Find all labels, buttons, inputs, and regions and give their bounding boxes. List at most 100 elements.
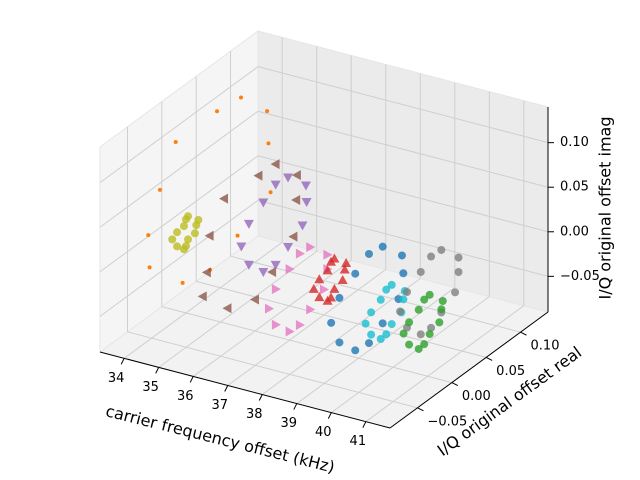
point [235,233,240,238]
point [184,235,193,244]
x-tick [224,385,229,392]
grid-line [99,155,259,273]
point [378,242,387,251]
y-tick-label: 0.05 [496,364,525,379]
point [236,242,247,252]
point [335,293,344,302]
point [387,320,396,329]
x-tick [189,376,194,383]
x-tick-label: 39 [281,416,298,431]
point [399,329,408,338]
point [291,170,301,181]
point [265,109,270,114]
x-tick [362,421,367,428]
point [243,260,254,270]
point [341,258,352,268]
point [267,267,277,278]
point [291,195,301,205]
point [301,198,312,208]
point [173,242,182,251]
x-tick [327,412,332,419]
point [179,222,188,231]
point [454,253,463,262]
point [180,280,185,285]
point [258,198,269,208]
point [376,335,385,344]
point [190,229,199,238]
point [322,265,333,275]
x-tick [155,367,160,374]
point [364,249,373,258]
point [414,344,423,353]
point [239,95,244,100]
grid-line [261,278,421,395]
point [173,139,178,144]
x-axis-line [99,351,391,429]
point [297,221,308,231]
point [325,292,336,302]
point [396,307,405,316]
point [402,287,411,296]
point [399,295,408,304]
point [214,109,219,114]
point [270,180,281,190]
grid-line [196,280,487,358]
y-tick-label: 0.00 [462,389,491,404]
point [201,267,211,278]
point [168,235,177,244]
point [283,242,294,252]
y-tick [520,331,527,336]
point [378,319,387,328]
point [264,303,274,314]
grid-line [257,110,549,188]
y-tick [485,356,493,361]
grid-line [99,110,259,228]
point [295,248,305,259]
point [268,190,273,195]
grid-line [331,296,490,414]
grid-line [257,66,549,144]
point [270,260,281,270]
point [283,173,294,183]
x-tick [258,394,263,401]
point [337,274,348,284]
point [367,330,376,339]
y-tick-label: −0.05 [427,414,467,429]
point [425,330,434,339]
grid-line [296,287,456,404]
point [319,284,329,295]
y-tick [451,382,459,387]
point [325,256,336,266]
point [351,346,360,355]
point [416,267,425,276]
grid-line [227,269,387,386]
point [425,290,434,299]
point [329,283,340,293]
point [285,264,295,275]
point [181,242,190,251]
x-tick-label: 35 [142,380,159,395]
point [327,318,336,327]
point [243,219,254,229]
marks [146,95,463,355]
point [405,340,414,349]
point [382,330,391,339]
point [271,319,281,330]
point [399,269,408,278]
point [222,303,232,314]
point [306,304,316,315]
point [285,326,295,337]
point [361,319,370,328]
point [300,181,311,191]
point [146,233,151,238]
point [204,230,214,241]
z-tick-label: 0.00 [560,224,589,239]
point [197,291,207,302]
panes [98,30,550,429]
point [397,251,406,260]
point [173,228,182,237]
z-tick-label: 0.10 [560,135,589,150]
point [427,323,436,332]
